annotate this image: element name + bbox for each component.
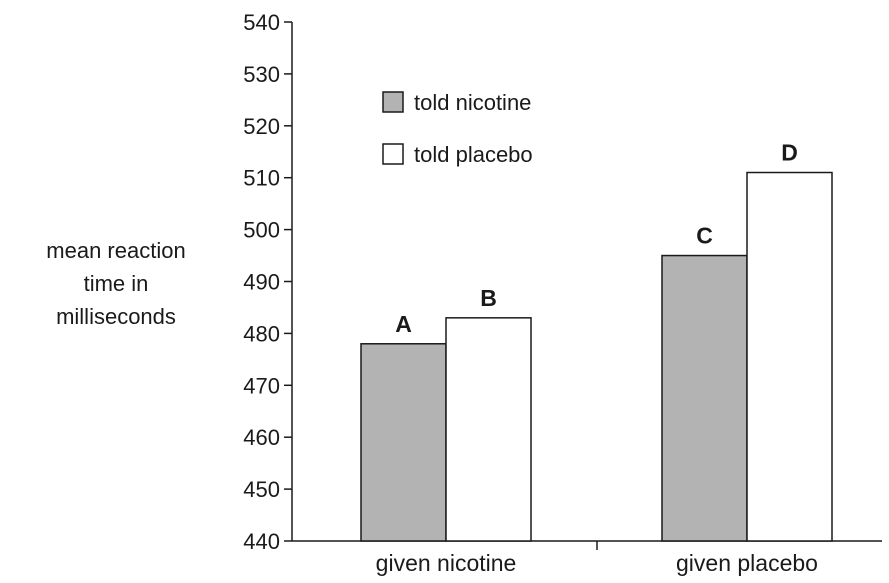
legend-swatch <box>382 91 404 113</box>
y-tick-label: 520 <box>243 114 280 139</box>
legend-swatch <box>382 143 404 165</box>
x-axis: given nicotine given placebo <box>292 540 882 576</box>
legend: told nicotine told placebo <box>382 90 533 167</box>
y-axis-title-line-3: milliseconds <box>56 304 176 329</box>
bar-label-c: C <box>696 223 713 249</box>
bar-a <box>360 343 447 542</box>
y-tick-label: 500 <box>243 218 280 243</box>
bar-label-d: D <box>781 140 798 166</box>
y-tick-label: 540 <box>243 10 280 35</box>
x-category-label: given nicotine <box>376 550 517 576</box>
bar-b <box>445 317 532 542</box>
y-tick-label: 440 <box>243 529 280 554</box>
y-tick-label: 490 <box>243 270 280 295</box>
bar-label-a: A <box>395 311 412 337</box>
bar-d <box>746 171 833 542</box>
bars <box>360 171 833 542</box>
bar-labels: A B C D <box>395 140 798 337</box>
y-tick-label: 530 <box>243 62 280 87</box>
y-axis-title-line-1: mean reaction <box>46 238 185 263</box>
bar-c <box>661 254 748 542</box>
y-tick-label: 510 <box>243 166 280 191</box>
y-axis-title: mean reaction time in milliseconds <box>46 238 185 329</box>
y-axis-title-line-2: time in <box>84 271 149 296</box>
y-tick-label: 480 <box>243 321 280 346</box>
x-category-label: given placebo <box>676 550 818 576</box>
legend-label: told placebo <box>414 142 533 167</box>
y-tick-label: 470 <box>243 373 280 398</box>
y-tick-label: 460 <box>243 425 280 450</box>
y-tick-label: 450 <box>243 477 280 502</box>
y-axis: 440 450 460 470 480 490 500 510 520 530 540 <box>243 10 293 554</box>
bar-label-b: B <box>480 285 497 311</box>
legend-label: told nicotine <box>414 90 531 115</box>
